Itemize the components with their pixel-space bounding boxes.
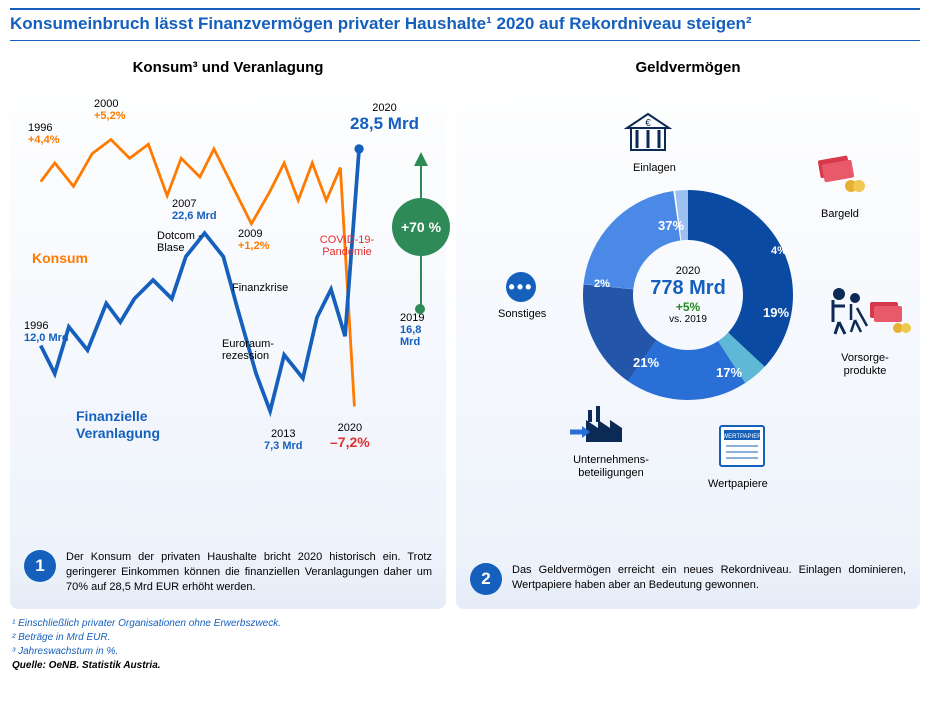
lbl-vorsorge: Vorsorge-produkte xyxy=(830,352,900,378)
dotcom: Dotcom - Blase xyxy=(157,230,217,254)
covid: COVID-19-Pandemie xyxy=(312,234,382,258)
badge-2: 2 xyxy=(470,563,502,595)
left-title: Konsum³ und Veranlagung xyxy=(22,59,434,76)
y2020o: 2020 xyxy=(338,422,362,434)
page-title: Konsumeinbruch lässt Finanzvermögen priv… xyxy=(10,14,920,34)
certificate-icon: WERTPAPIER xyxy=(716,422,768,470)
y2007b: 2007 xyxy=(172,198,196,210)
ellipsis-icon: ••• xyxy=(506,272,536,302)
panel-right: Geldvermögen xyxy=(456,49,920,609)
y2013b: 2013 xyxy=(271,428,295,440)
bank-icon: € xyxy=(623,110,673,154)
pct-sonstiges: 2% xyxy=(594,278,610,290)
cash-icon xyxy=(813,152,867,196)
y1996b: 1996 xyxy=(24,320,48,332)
center-vs: vs. 2019 xyxy=(650,314,726,325)
y2009ov: +1,2% xyxy=(238,240,270,252)
pct-bargeld: 4% xyxy=(771,245,787,257)
right-title: Geldvermögen xyxy=(468,59,908,76)
lbl-wertpapiere: Wertpapiere xyxy=(708,478,768,491)
euroraum: Euroraum-rezession xyxy=(222,338,292,362)
pct-vorsorge: 19% xyxy=(763,305,789,320)
pct-unternehmen: 21% xyxy=(633,355,659,370)
y2020bv: 28,5 Mrd xyxy=(350,114,419,133)
center-year: 2020 xyxy=(650,265,726,277)
thin-rule xyxy=(10,40,920,41)
money-stack-icon xyxy=(868,300,912,336)
y1996o: 1996 xyxy=(28,122,52,134)
y2019bv: 16,8 Mrd xyxy=(400,324,421,348)
lbl-bargeld: Bargeld xyxy=(821,208,859,221)
y1996ov: +4,4% xyxy=(28,134,60,146)
lbl-sonstiges: Sonstiges xyxy=(498,308,546,321)
veranlagung-label: Finanzielle Veranlagung xyxy=(76,408,186,442)
konsum-label: Konsum xyxy=(32,250,88,266)
arrow-stem2 xyxy=(420,256,422,306)
fn-src: Quelle: OeNB. Statistik Austria. xyxy=(12,659,918,673)
badge-2-num: 2 xyxy=(481,569,490,589)
donut-center: 2020 778 Mrd +5% vs. 2019 xyxy=(650,265,726,325)
pct-einlagen: 37% xyxy=(658,218,684,233)
growth-circle: +70 % xyxy=(392,198,450,256)
factory-icon xyxy=(568,402,630,448)
center-value: 778 Mrd xyxy=(650,277,726,300)
y2020b: 2020 xyxy=(372,102,396,114)
fn2: ² Beträge in Mrd EUR. xyxy=(12,631,918,645)
growth-pct: +70 % xyxy=(401,219,441,235)
lbl-unternehmen: Unternehmens-beteiligungen xyxy=(556,454,666,480)
fn3: ³ Jahreswachstum in %. xyxy=(12,645,918,659)
caption-1: Der Konsum der privaten Haushalte bricht… xyxy=(66,550,432,595)
y1996bv: 12,0 Mrd xyxy=(24,332,69,344)
finanzkrise: Finanzkrise xyxy=(232,282,288,294)
y2009o: 2009 xyxy=(238,228,262,240)
y2000ov: +5,2% xyxy=(94,110,126,122)
panel-left: Konsum³ und Veranlagung 1996+4,4% 2000+5… xyxy=(10,49,446,609)
badge-1-num: 1 xyxy=(35,556,44,576)
fn1: ¹ Einschließlich privater Organisationen… xyxy=(12,617,918,631)
y2000o: 2000 xyxy=(94,98,118,110)
footnotes: ¹ Einschließlich privater Organisationen… xyxy=(12,617,918,673)
arrow-dot xyxy=(415,304,425,314)
line-chart: 1996+4,4% 2000+5,2% 2009+1,2% 2020–7,2% … xyxy=(22,80,434,480)
lbl-einlagen: Einlagen xyxy=(633,162,676,175)
badge-1: 1 xyxy=(24,550,56,582)
donut-chart: 37% 4% 19% 17% 21% 2% 2020 778 Mrd +5% v… xyxy=(468,80,908,500)
y2020ov: –7,2% xyxy=(330,434,370,450)
svg-text:WERTPAPIER: WERTPAPIER xyxy=(722,434,762,440)
y2013bv: 7,3 Mrd xyxy=(264,440,303,452)
pct-wertpapiere: 17% xyxy=(716,365,742,380)
caption-2: Das Geldvermögen erreicht ein neues Reko… xyxy=(512,563,906,593)
svg-text:€: € xyxy=(645,118,651,129)
center-growth: +5% xyxy=(650,300,726,314)
top-rule xyxy=(10,8,920,10)
y2007bv: 22,6 Mrd xyxy=(172,210,217,222)
